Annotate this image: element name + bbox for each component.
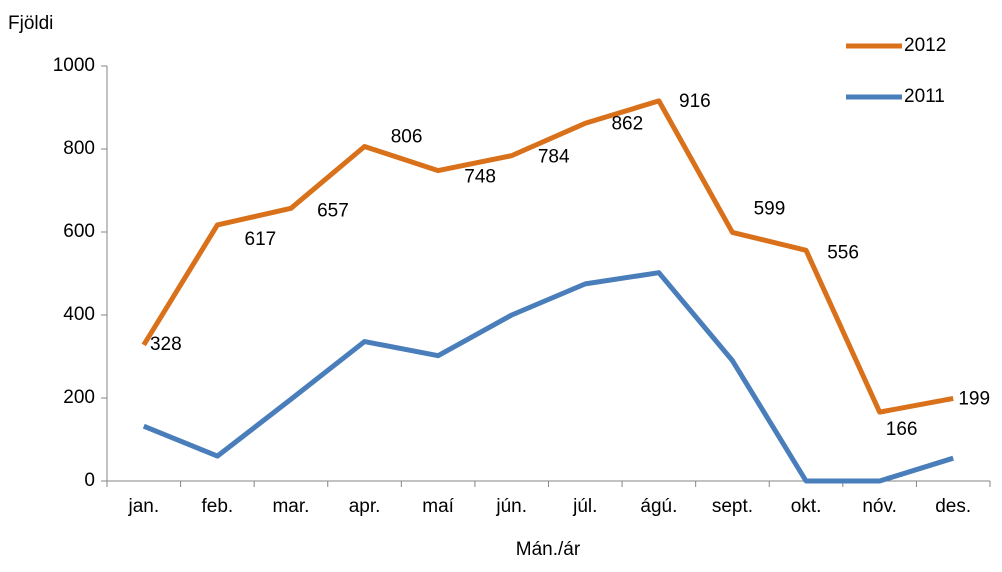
y-axis-title: Fjöldi — [8, 13, 53, 34]
data-label: 617 — [245, 229, 277, 250]
data-label: 599 — [754, 198, 786, 219]
legend-label: 2011 — [904, 86, 945, 107]
x-tick-label: okt. — [791, 496, 822, 517]
x-tick-label: feb. — [202, 496, 234, 517]
x-tick-label: jún. — [495, 496, 527, 517]
x-tick-label: jan. — [127, 496, 159, 517]
data-label: 784 — [538, 147, 570, 168]
data-label: 916 — [679, 91, 711, 112]
y-tick-label: 800 — [63, 138, 95, 159]
x-tick-label: apr. — [349, 496, 381, 517]
data-label: 862 — [611, 113, 643, 134]
legend-label: 2012 — [904, 35, 946, 56]
data-label: 556 — [827, 242, 859, 263]
x-tick-label: sept. — [712, 496, 753, 517]
x-tick-label: maí — [422, 496, 454, 517]
x-tick-label: des. — [935, 496, 971, 517]
data-label: 806 — [391, 127, 423, 148]
data-label: 166 — [886, 419, 918, 440]
series-line — [142, 270, 954, 484]
data-label: 199 — [958, 388, 990, 409]
data-label: 748 — [464, 167, 496, 188]
data-label: 328 — [150, 334, 182, 355]
series-line — [141, 98, 954, 415]
y-tick-label: 0 — [84, 470, 95, 491]
y-tick-label: 200 — [63, 387, 95, 408]
x-tick-label: nóv. — [862, 496, 897, 517]
y-tick-label: 600 — [63, 221, 95, 242]
y-tick-label: 400 — [63, 304, 95, 325]
x-axis-title: Mán./ár — [516, 539, 581, 560]
data-label: 657 — [317, 200, 349, 221]
x-tick-label: ágú. — [640, 496, 677, 517]
x-tick-label: júl. — [572, 496, 597, 517]
x-tick-label: mar. — [272, 496, 309, 517]
y-tick-label: 1000 — [53, 55, 95, 76]
